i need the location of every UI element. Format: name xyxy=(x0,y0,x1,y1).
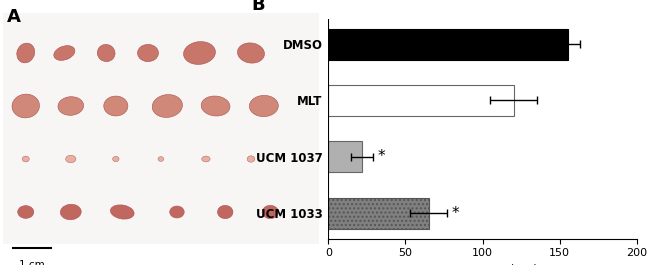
Ellipse shape xyxy=(138,44,159,62)
Ellipse shape xyxy=(237,43,265,63)
Text: 1 cm: 1 cm xyxy=(20,260,45,265)
Text: *: * xyxy=(452,206,460,220)
Ellipse shape xyxy=(60,204,81,220)
Bar xyxy=(328,141,362,172)
Ellipse shape xyxy=(111,205,134,219)
Ellipse shape xyxy=(18,206,34,218)
Bar xyxy=(328,29,567,60)
Ellipse shape xyxy=(250,95,278,117)
Ellipse shape xyxy=(152,95,183,117)
Bar xyxy=(328,85,514,116)
Text: B: B xyxy=(251,0,265,14)
Ellipse shape xyxy=(170,206,184,218)
Ellipse shape xyxy=(104,96,128,116)
Ellipse shape xyxy=(17,43,34,63)
Bar xyxy=(328,197,428,228)
X-axis label: Tumour mass (mg): Tumour mass (mg) xyxy=(427,264,538,265)
Ellipse shape xyxy=(247,156,255,162)
Ellipse shape xyxy=(12,94,40,118)
Text: *: * xyxy=(378,149,385,164)
Text: A: A xyxy=(6,8,20,26)
Ellipse shape xyxy=(98,45,115,61)
Ellipse shape xyxy=(201,96,230,116)
Ellipse shape xyxy=(183,42,215,64)
Ellipse shape xyxy=(66,155,76,163)
Ellipse shape xyxy=(158,157,164,161)
FancyBboxPatch shape xyxy=(3,13,318,244)
Ellipse shape xyxy=(54,46,75,60)
Ellipse shape xyxy=(202,156,210,162)
Ellipse shape xyxy=(22,156,29,162)
Ellipse shape xyxy=(58,97,84,115)
Ellipse shape xyxy=(262,205,278,219)
Ellipse shape xyxy=(112,156,119,162)
Ellipse shape xyxy=(218,205,233,219)
